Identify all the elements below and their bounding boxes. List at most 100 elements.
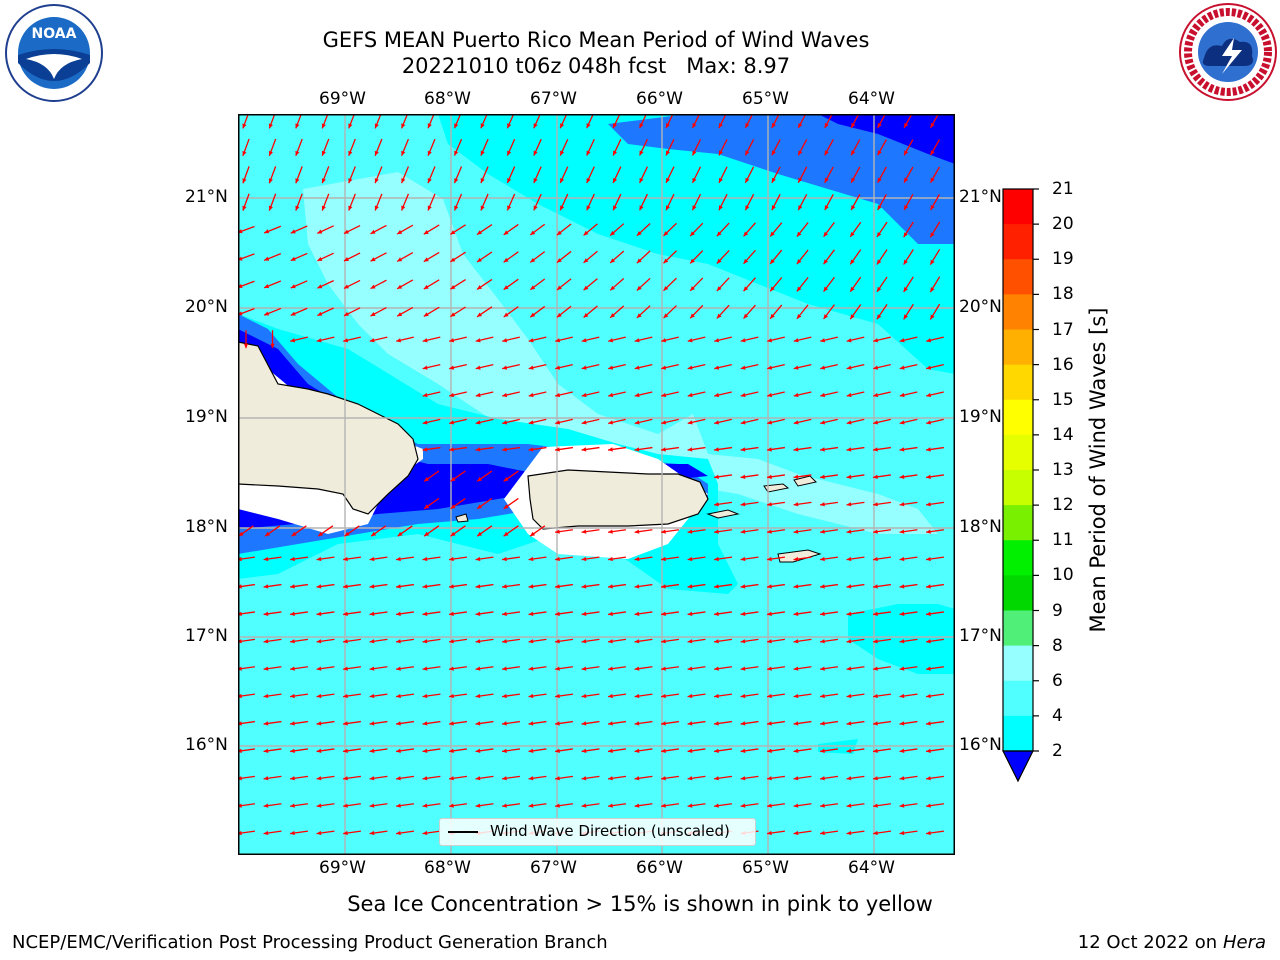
wind-wave-arrowhead bbox=[369, 556, 375, 562]
wind-wave-arrowhead bbox=[560, 150, 565, 156]
wind-wave-arrowhead bbox=[714, 365, 720, 370]
wind-wave-arrowhead bbox=[846, 803, 852, 808]
wind-wave-arrowhead bbox=[820, 803, 825, 808]
wind-wave-arrowhead bbox=[823, 231, 829, 237]
lon-label-top: 68°W bbox=[424, 89, 471, 109]
wind-wave-arrowhead bbox=[873, 666, 878, 671]
wind-wave-arrowhead bbox=[740, 639, 746, 644]
wind-wave-arrowhead bbox=[851, 122, 856, 128]
wind-wave-arrowhead bbox=[926, 748, 931, 753]
wind-wave-arrowhead bbox=[422, 830, 428, 836]
wind-wave-arrowhead bbox=[636, 258, 642, 264]
wind-wave-arrowhead bbox=[930, 205, 935, 211]
wind-wave-arrowhead bbox=[820, 639, 825, 644]
colorbar-extend-triangle bbox=[1002, 750, 1034, 783]
wind-wave-arrowhead bbox=[449, 392, 455, 398]
wind-wave-arrowhead bbox=[714, 584, 719, 589]
wind-wave-arrowhead bbox=[687, 420, 693, 425]
wind-wave-arrowhead bbox=[449, 365, 455, 370]
wind-wave-arrowhead bbox=[586, 177, 591, 183]
wind-wave-arrowhead bbox=[846, 392, 852, 398]
wind-wave-arrowhead bbox=[767, 447, 772, 452]
nws-logo bbox=[1178, 2, 1278, 102]
wind-wave-arrowhead bbox=[899, 803, 905, 808]
wind-wave-arrowhead bbox=[475, 365, 481, 370]
wind-wave-arrowhead bbox=[636, 231, 642, 236]
wind-wave-arrowhead bbox=[528, 447, 534, 452]
wind-wave-arrowhead bbox=[477, 230, 482, 235]
wind-wave-arrowhead bbox=[503, 230, 509, 235]
wind-wave-arrowhead bbox=[687, 666, 693, 671]
wind-wave-arrowhead bbox=[634, 584, 640, 589]
wind-wave-arrowhead bbox=[401, 178, 406, 184]
wind-wave-arrowhead bbox=[530, 257, 536, 263]
wind-wave-arrowhead bbox=[850, 286, 855, 292]
lat-label-left: 21°N bbox=[185, 187, 228, 207]
colorbar-label: Mean Period of Wind Waves [s] bbox=[1086, 307, 1110, 633]
wind-wave-arrowhead bbox=[899, 447, 905, 452]
wind-wave-arrowhead bbox=[745, 177, 750, 183]
wind-wave-arrowhead bbox=[767, 776, 772, 781]
wind-wave-arrowhead bbox=[370, 229, 376, 234]
wind-wave-arrowhead bbox=[449, 693, 454, 699]
wind-wave-arrowhead bbox=[796, 259, 802, 265]
wind-wave-arrowhead bbox=[904, 177, 909, 183]
wind-wave-arrowhead bbox=[422, 639, 428, 644]
map-panel bbox=[238, 114, 955, 855]
wind-wave-arrowhead bbox=[422, 611, 428, 616]
wind-wave-arrowhead bbox=[480, 150, 485, 156]
wind-wave-arrowhead bbox=[634, 338, 640, 343]
colorbar-segment bbox=[1003, 715, 1033, 752]
wind-wave-arrowhead bbox=[581, 666, 587, 671]
wind-wave-arrowhead bbox=[767, 830, 772, 836]
wind-wave-arrowhead bbox=[397, 284, 403, 289]
wind-wave-arrowhead bbox=[930, 150, 935, 156]
wind-wave-arrowhead bbox=[321, 123, 326, 129]
map-legend: Wind Wave Direction (unscaled) bbox=[439, 818, 756, 846]
wind-wave-arrowhead bbox=[745, 150, 750, 156]
colorbar-segment bbox=[1003, 364, 1033, 401]
wind-wave-arrowhead bbox=[926, 721, 931, 726]
wind-wave-arrowhead bbox=[661, 693, 666, 699]
wind-wave-arrowhead bbox=[661, 584, 666, 589]
wind-wave-arrowhead bbox=[370, 284, 376, 289]
wind-wave-arrowhead bbox=[771, 122, 776, 128]
wind-wave-arrowhead bbox=[608, 529, 613, 534]
wind-wave-arrowhead bbox=[555, 666, 560, 671]
wind-wave-arrowhead bbox=[851, 177, 856, 183]
wind-wave-arrowhead bbox=[242, 205, 247, 211]
wind-wave-arrowhead bbox=[427, 150, 432, 156]
wind-wave-arrowhead bbox=[396, 338, 402, 343]
wind-wave-arrowhead bbox=[242, 150, 247, 156]
wind-wave-arrowhead bbox=[242, 123, 247, 129]
wind-wave-arrowhead bbox=[608, 392, 614, 398]
wind-wave-arrowhead bbox=[555, 776, 560, 781]
wind-wave-arrowhead bbox=[343, 338, 349, 343]
wind-wave-arrowhead bbox=[714, 502, 719, 507]
wind-wave-arrowhead bbox=[663, 285, 669, 291]
wind-wave-arrowhead bbox=[555, 392, 561, 398]
wind-wave-arrowhead bbox=[528, 693, 534, 699]
wind-wave-arrowhead bbox=[321, 205, 326, 211]
wind-wave-arrowhead bbox=[397, 531, 403, 537]
wind-wave-arrowhead bbox=[556, 285, 562, 290]
wind-wave-arrowhead bbox=[877, 205, 882, 211]
wind-wave-arrowhead bbox=[716, 313, 722, 319]
wind-wave-arrowhead bbox=[846, 447, 852, 452]
wind-wave-arrowhead bbox=[243, 343, 249, 349]
wind-wave-arrowhead bbox=[369, 639, 375, 644]
wind-wave-arrowhead bbox=[661, 748, 666, 753]
wind-wave-arrowhead bbox=[740, 474, 746, 479]
wind-wave-arrowhead bbox=[343, 776, 348, 781]
wind-wave-arrowhead bbox=[926, 502, 931, 507]
wind-wave-arrowhead bbox=[422, 338, 428, 343]
wind-wave-arrowhead bbox=[930, 259, 935, 265]
wind-wave-arrowhead bbox=[767, 529, 772, 534]
lon-label-top: 64°W bbox=[848, 89, 895, 109]
colorbar-tick-label: 19 bbox=[1052, 249, 1074, 270]
wind-wave-arrowhead bbox=[502, 721, 507, 726]
wind-wave-arrowhead bbox=[343, 748, 348, 753]
wind-wave-arrowhead bbox=[397, 229, 403, 235]
wind-wave-arrowhead bbox=[348, 205, 353, 211]
wind-wave-arrowhead bbox=[716, 286, 722, 291]
